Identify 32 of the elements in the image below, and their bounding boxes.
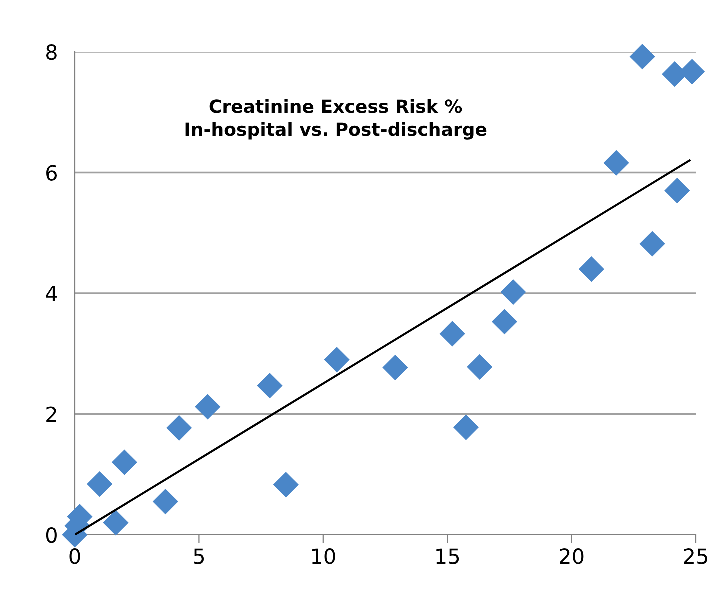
point (500, 279, 526, 306)
point (152, 488, 178, 515)
point (640, 231, 666, 257)
point (630, 44, 656, 70)
y-tick-label: 8 (46, 44, 57, 60)
point (382, 354, 408, 381)
point (492, 309, 518, 335)
point (273, 472, 299, 498)
y-tick-label: 6 (46, 165, 58, 181)
x-tick-label: 0 (70, 548, 80, 564)
point (467, 354, 493, 380)
point (103, 510, 129, 536)
point (166, 415, 192, 441)
point (604, 150, 630, 176)
point (440, 321, 466, 347)
y-tick-label: 0 (46, 527, 57, 544)
x-tick-label: 15 (436, 548, 460, 564)
text: Creatinine Excess Risk % In-hospital vs. Post-discharge (186, 99, 487, 140)
point (664, 178, 690, 204)
x-tick-label: 10 (312, 548, 336, 564)
y-tick-label: 2 (46, 406, 56, 422)
point (257, 373, 283, 399)
x-tick-label: 20 (560, 548, 584, 564)
x-tick-label: 5 (194, 548, 204, 564)
x-tick-label: 25 (684, 548, 708, 564)
point (112, 450, 138, 476)
y-tick-label: 4 (46, 286, 58, 302)
point (195, 394, 221, 420)
point (453, 414, 480, 440)
point (87, 471, 113, 498)
point (324, 347, 350, 373)
point (578, 256, 604, 282)
